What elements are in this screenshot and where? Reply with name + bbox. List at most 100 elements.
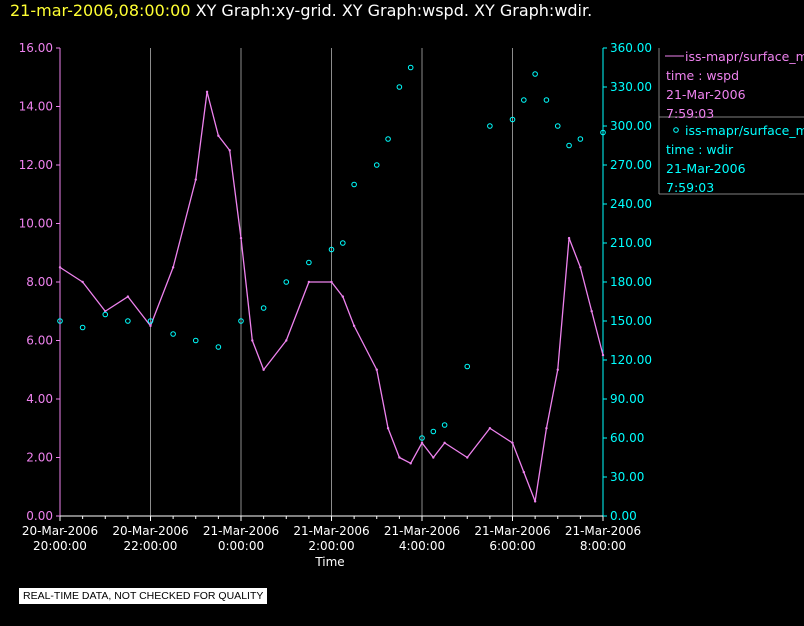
wspd-point	[511, 441, 514, 445]
y-right-tick-label: 360.00	[610, 41, 652, 55]
wspd-segment	[330, 281, 344, 298]
wspd-point	[601, 353, 605, 357]
wspd-segment	[206, 91, 220, 137]
wdir-point	[600, 129, 606, 136]
wdir-point	[351, 181, 357, 188]
wdir-point	[373, 162, 380, 168]
wspd-point	[466, 456, 469, 459]
x-tick-time: 2:00:00	[308, 539, 354, 553]
wspd-segment	[285, 281, 310, 342]
wdir-point	[566, 142, 572, 149]
wdir-point	[147, 318, 154, 324]
wspd-point	[567, 236, 571, 240]
wdir-point	[170, 331, 176, 337]
wspd-segment	[59, 266, 84, 283]
legend-circle-marker	[673, 127, 679, 133]
wspd-point	[251, 339, 254, 342]
wspd-point	[171, 266, 175, 269]
wspd-segment	[195, 91, 208, 181]
y-right-tick-label: 0.00	[610, 509, 637, 523]
wdir-point	[340, 240, 346, 246]
wspd-point	[443, 441, 446, 445]
wspd-segment	[568, 237, 582, 269]
wdir-point	[543, 97, 550, 103]
legend-time: 7:59:03	[666, 180, 715, 195]
y-left-tick-label: 12.00	[19, 158, 53, 172]
chart-header: 21-mar-2006,08:00:00 XY Graph:xy-grid. X…	[10, 1, 592, 20]
y-left-tick-label: 10.00	[19, 217, 53, 231]
wdir-point	[102, 311, 109, 318]
wspd-point	[556, 368, 559, 371]
wdir-point	[328, 246, 335, 253]
wspd-point	[579, 266, 582, 269]
wspd-segment	[240, 237, 253, 342]
x-tick-date: 21-Mar-2006	[474, 524, 550, 538]
wspd-segment	[489, 427, 514, 444]
y-left-tick-label: 6.00	[26, 334, 53, 348]
y-left-tick-label: 14.00	[19, 100, 53, 114]
tick-labels: 20-Mar-200620:00:0020-Mar-200622:00:0021…	[19, 41, 652, 553]
wspd-series	[58, 90, 605, 503]
y-left-tick-label: 2.00	[26, 451, 53, 465]
wspd-segment	[251, 339, 265, 371]
wspd-point	[432, 456, 435, 459]
wspd-point	[149, 324, 152, 328]
wspd-segment	[217, 135, 231, 152]
x-tick-date: 21-Mar-2006	[203, 524, 279, 538]
wdir-point	[577, 136, 584, 142]
x-tick-date: 21-Mar-2006	[565, 524, 641, 538]
legend-entry-wspd: iss-mapr/surface_m time : wspd 21-Mar-20…	[666, 47, 804, 123]
wdir-point	[554, 123, 561, 129]
y-right-tick-label: 240.00	[610, 197, 652, 211]
legend-box	[658, 48, 804, 195]
wspd-segment	[398, 456, 412, 465]
legend-series: iss-mapr/surface_m	[685, 49, 804, 64]
x-tick-date: 21-Mar-2006	[384, 524, 460, 538]
wspd-point	[330, 280, 333, 284]
legend-field: time : wdir	[666, 142, 734, 157]
wspd-segment	[511, 442, 525, 473]
wspd-point	[341, 295, 345, 298]
y-right-tick-label: 60.00	[610, 431, 644, 445]
wspd-point	[545, 427, 548, 430]
wspd-point	[285, 339, 288, 342]
wspd-point	[420, 441, 424, 445]
legend-field: time : wspd	[666, 68, 740, 83]
wspd-point	[409, 462, 412, 465]
wspd-segment	[353, 325, 378, 371]
x-tick-time: 20:00:00	[33, 539, 87, 553]
quality-notice: REAL-TIME DATA, NOT CHECKED FOR QUALITY	[19, 588, 268, 604]
wspd-point	[488, 427, 492, 430]
x-axis-label: Time	[314, 555, 344, 569]
wdir-point	[407, 64, 414, 71]
wdir-point	[79, 324, 86, 331]
y-right-tick-label: 90.00	[610, 392, 644, 406]
wspd-point	[262, 368, 265, 371]
wdir-point	[192, 337, 199, 344]
y-left-tick-label: 8.00	[26, 275, 53, 289]
wdir-point	[306, 259, 312, 266]
wdir-point	[430, 428, 437, 435]
wspd-point	[58, 266, 62, 269]
wdir-point	[419, 435, 425, 441]
wspd-point	[352, 324, 356, 328]
x-tick-time: 4:00:00	[399, 539, 445, 553]
legend-time: 7:59:03	[666, 106, 715, 121]
wspd-segment	[387, 427, 401, 459]
wspd-segment	[149, 266, 174, 327]
wdir-point	[125, 318, 131, 324]
wspd-segment	[410, 442, 423, 465]
wspd-point	[386, 427, 390, 430]
x-tick-time: 0:00:00	[218, 539, 264, 553]
wspd-segment	[81, 281, 106, 312]
y-left-tick-label: 16.00	[19, 41, 53, 55]
wdir-point	[521, 97, 527, 103]
wspd-segment	[545, 369, 559, 429]
wspd-point	[307, 280, 311, 284]
axes	[56, 47, 607, 521]
wdir-point	[238, 318, 244, 324]
y-left-tick-label: 4.00	[26, 392, 53, 406]
wspd-segment	[557, 237, 570, 371]
wspd-segment	[342, 295, 355, 327]
y-right-tick-label: 120.00	[610, 353, 652, 367]
